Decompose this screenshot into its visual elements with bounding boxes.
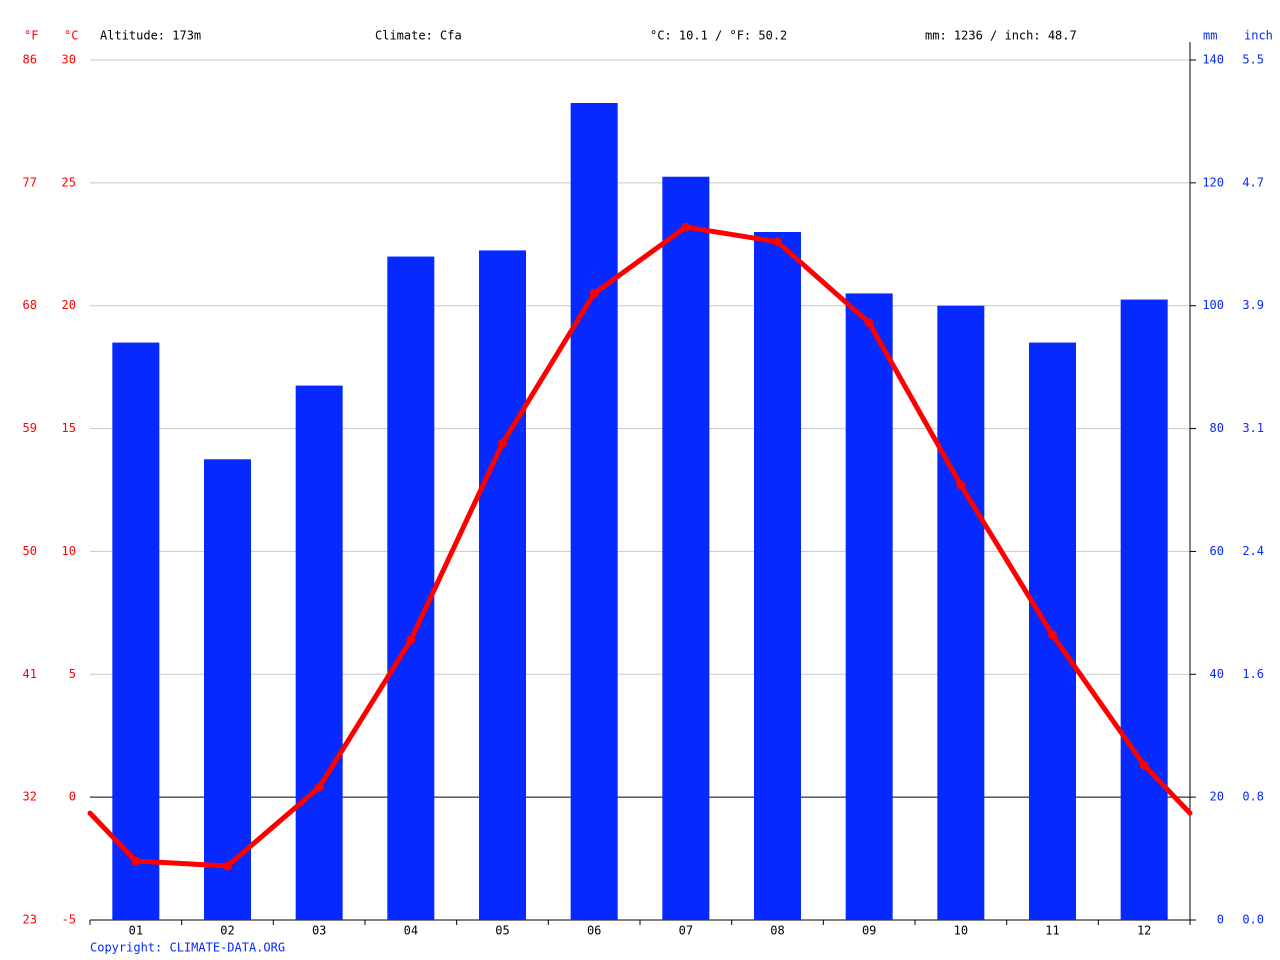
y2-tick-label: 60 — [1210, 544, 1224, 558]
temperature-point — [131, 856, 141, 866]
x-tick-label: 01 — [129, 924, 143, 938]
y2-tick-label: 0 — [1217, 913, 1224, 927]
temperature-line — [135, 224, 1147, 869]
y-tick-label: 10 — [62, 544, 76, 558]
fahrenheit-tick-label: 32 — [23, 790, 37, 804]
x-tick-label: 07 — [679, 924, 693, 938]
x-tick-label: 11 — [1045, 924, 1059, 938]
inch-tick-label: 5.5 — [1242, 53, 1264, 67]
inch-tick-label: 2.4 — [1242, 544, 1264, 558]
y-tick-label: 5 — [69, 667, 76, 681]
inch-tick-label: 4.7 — [1242, 175, 1264, 189]
x-tick-label: 09 — [862, 924, 876, 938]
bar — [479, 250, 526, 920]
fahrenheit-tick-label: 86 — [23, 53, 37, 67]
temperature-point — [773, 237, 782, 247]
y2-tick-label: 100 — [1202, 298, 1224, 312]
x-tick-label: 12 — [1137, 924, 1151, 938]
inch-tick-label: 3.1 — [1242, 421, 1264, 435]
y-tick-label: 30 — [62, 53, 76, 67]
inch-tick-label: 1.6 — [1242, 667, 1264, 681]
temperature-point — [956, 480, 966, 490]
temperature-point — [314, 782, 324, 792]
x-tick-label: 10 — [954, 924, 968, 938]
y2-tick-label: 20 — [1210, 790, 1224, 804]
bar — [754, 232, 801, 920]
y2-tick-label: 40 — [1210, 667, 1224, 681]
x-tick-label: 08 — [770, 924, 784, 938]
bar — [112, 342, 160, 921]
temperature-point — [864, 318, 874, 328]
celsius-unit: °C — [64, 29, 78, 43]
inch-unit: inch — [1244, 29, 1273, 43]
bar — [662, 176, 710, 920]
inch-tick-label: 0.0 — [1242, 913, 1264, 927]
x-tick-label: 03 — [312, 924, 326, 938]
temperature-point — [223, 861, 232, 871]
header-climate: Climate: Cfa — [375, 29, 462, 43]
copyright: Copyright: CLIMATE-DATA.ORG — [90, 941, 285, 955]
fahrenheit-tick-label: 41 — [23, 667, 37, 681]
bar — [387, 256, 435, 921]
temperature-point — [681, 222, 691, 232]
header-temperature: °C: 10.1 / °F: 50.2 — [650, 29, 787, 43]
y2-tick-label: 140 — [1202, 53, 1224, 67]
fahrenheit-tick-label: 23 — [23, 913, 37, 927]
y2-tick-label: 120 — [1202, 175, 1224, 189]
x-tick-label: 05 — [495, 924, 509, 938]
bar — [570, 103, 618, 920]
bar — [937, 305, 985, 920]
temperature-point — [589, 288, 599, 298]
fahrenheit-unit: °F — [24, 29, 38, 43]
bar — [204, 459, 251, 920]
header-altitude: Altitude: 173m — [100, 29, 201, 43]
temperature-point — [1048, 630, 1057, 640]
y-tick-label: 0 — [69, 790, 76, 804]
temperature-point — [1139, 760, 1149, 770]
bar — [295, 385, 343, 921]
y2-tick-label: 80 — [1210, 421, 1224, 435]
fahrenheit-tick-label: 68 — [23, 298, 37, 312]
x-tick-label: 02 — [220, 924, 234, 938]
mm-unit: mm — [1203, 29, 1217, 43]
y-tick-label: -5 — [62, 913, 76, 927]
header-precipitation: mm: 1236 / inch: 48.7 — [925, 29, 1077, 43]
inch-tick-label: 0.8 — [1242, 790, 1264, 804]
temperature-point — [406, 635, 416, 645]
inch-tick-label: 3.9 — [1242, 298, 1264, 312]
fahrenheit-tick-label: 77 — [23, 175, 37, 189]
bar — [1120, 299, 1168, 921]
x-tick-label: 06 — [587, 924, 601, 938]
x-tick-label: 04 — [404, 924, 418, 938]
fahrenheit-tick-label: 59 — [23, 421, 37, 435]
fahrenheit-tick-label: 50 — [23, 544, 37, 558]
temperature-point — [498, 438, 507, 448]
y-tick-label: 20 — [62, 298, 76, 312]
y-tick-label: 15 — [62, 421, 76, 435]
line-wrap — [1141, 762, 1193, 816]
bar — [845, 293, 893, 920]
line-wrap — [87, 810, 139, 864]
y-tick-label: 25 — [62, 175, 76, 189]
